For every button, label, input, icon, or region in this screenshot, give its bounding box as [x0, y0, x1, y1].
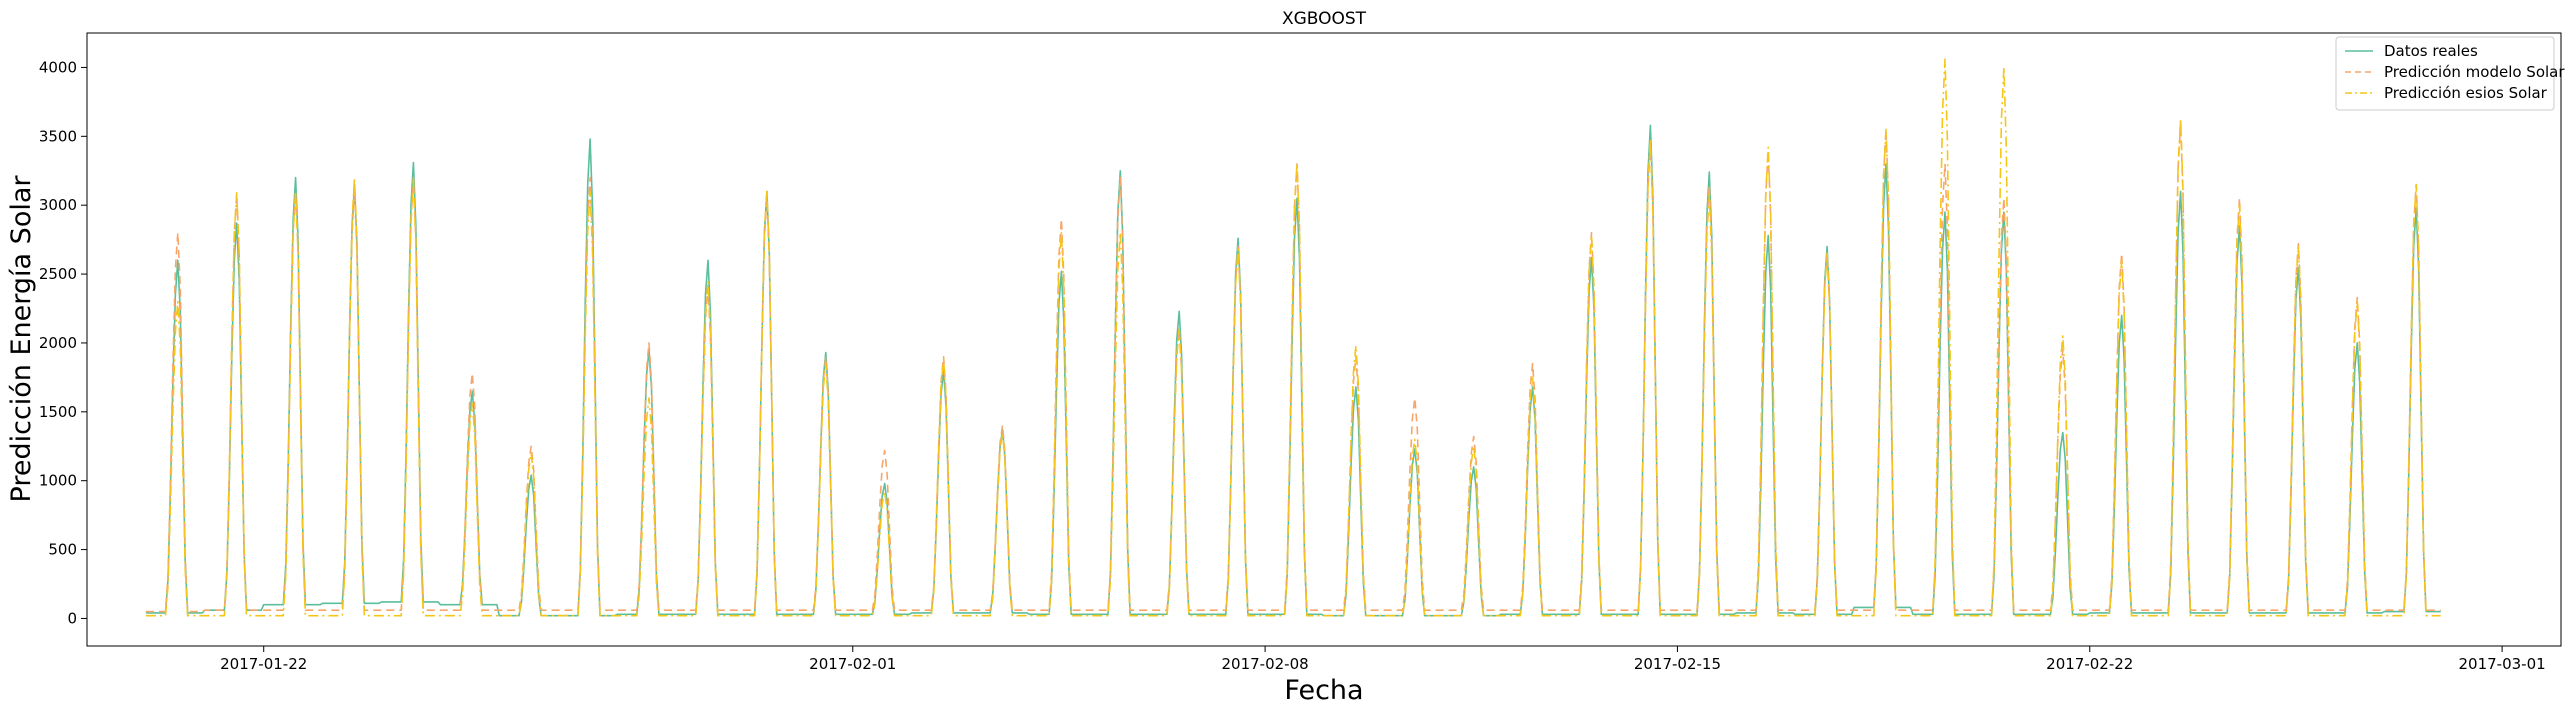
x-tick-label: 2017-02-08: [1222, 655, 1309, 673]
y-tick-label: 1500: [39, 403, 77, 421]
legend: Datos reales Predicción modelo Solar Predi…: [2335, 36, 2565, 111]
y-axis: 0 500 1000 1500 2000 2500 3000 3500 4000: [39, 58, 87, 627]
y-tick-label: 4000: [39, 58, 77, 76]
y-axis-title: Predicción Energía Solar: [6, 175, 37, 503]
y-tick-label: 2000: [39, 334, 77, 352]
x-axis-title: Fecha: [1284, 675, 1363, 706]
x-axis: 2017-01-22 2017-02-01 2017-02-08 2017-02-15…: [220, 646, 2546, 673]
y-tick-label: 500: [48, 541, 77, 559]
legend-label: Predicción modelo Solar: [2384, 63, 2565, 81]
series-group: [145, 58, 2441, 617]
series-line-0: [145, 124, 2441, 617]
y-tick-label: 3500: [39, 127, 77, 145]
y-tick-label: 3000: [39, 196, 77, 214]
x-tick-label: 2017-02-15: [1634, 655, 1721, 673]
legend-label: Datos reales: [2384, 42, 2478, 60]
y-tick-label: 2500: [39, 265, 77, 283]
chart-title: XGBOOST: [1282, 9, 1367, 29]
legend-box: [2335, 36, 2555, 111]
x-tick-label: 2017-02-22: [2046, 655, 2133, 673]
x-tick-label: 2017-01-22: [220, 655, 307, 673]
plot-frame: [86, 32, 2562, 647]
y-tick-label: 0: [67, 609, 77, 627]
y-tick-label: 1000: [39, 472, 77, 490]
legend-label: Predicción esios Solar: [2384, 84, 2548, 102]
x-tick-label: 2017-03-01: [2459, 655, 2546, 673]
series-line-1: [145, 121, 2441, 613]
x-tick-label: 2017-02-01: [809, 655, 896, 673]
series-line-2: [145, 58, 2441, 617]
